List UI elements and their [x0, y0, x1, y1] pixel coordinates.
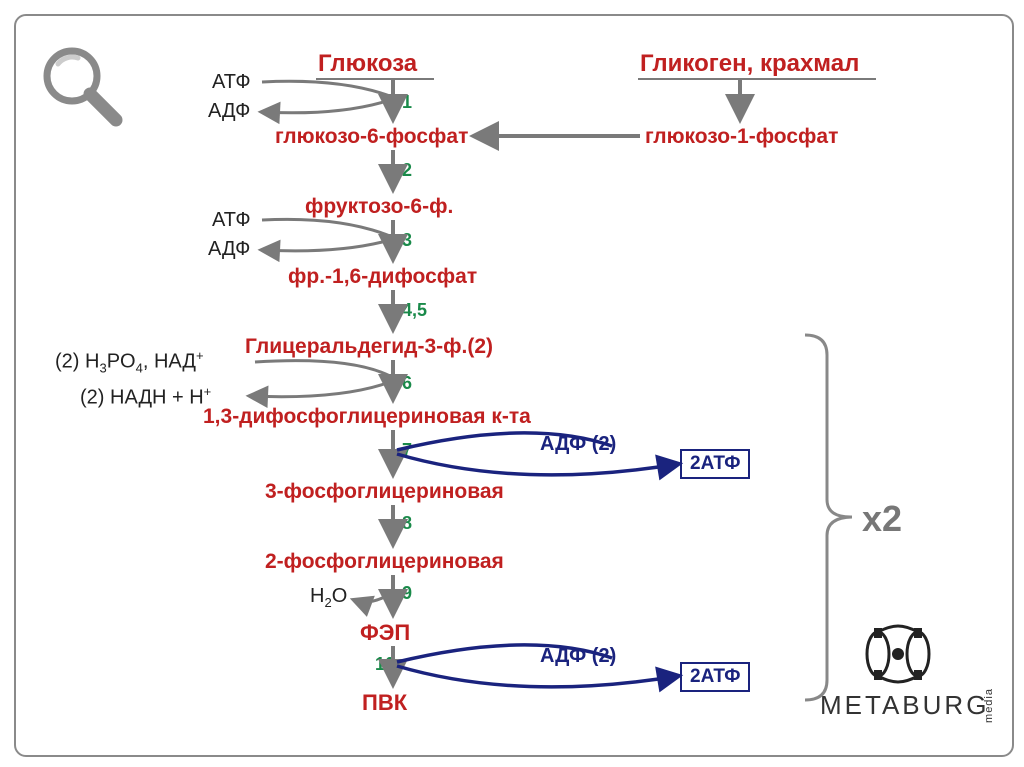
metabolite-g6p: глюкозо-6-фосфат	[275, 125, 468, 149]
step-9: 9	[402, 583, 412, 604]
step-8: 8	[402, 513, 412, 534]
atpbox2: 2АТФ	[680, 662, 750, 692]
metabolite-glycogen: Гликоген, крахмал	[640, 50, 859, 78]
metabolite-ga3p: Глицеральдегид-3-ф.(2)	[245, 335, 493, 359]
metabolite-bpg: 1,3-дифосфоглицериновая к-та	[203, 405, 531, 429]
metabolite-g1p: глюкозо-1-фосфат	[645, 125, 838, 149]
cofactor-adp1: АДФ	[208, 100, 250, 123]
cofactor-nad_in: (2) H3PO4, НАД+	[55, 348, 204, 376]
step-7: 7	[402, 440, 412, 461]
metabolite-f6p: фруктозо-6-ф.	[305, 195, 453, 219]
step-2: 2	[402, 160, 412, 181]
metabolite-pg3: 3-фосфоглицериновая	[265, 480, 504, 504]
step-3: 3	[402, 230, 412, 251]
cofactor-atp1: АТФ	[212, 71, 251, 94]
metabolite-pep: ФЭП	[360, 620, 410, 646]
step-4-5: 4,5	[402, 300, 427, 321]
cofactor-adp2: АДФ	[208, 238, 250, 261]
step-6: 6	[402, 373, 412, 394]
metabolite-f16bp: фр.-1,6-дифосфат	[288, 265, 477, 289]
x2-multiplier: x2	[862, 498, 902, 540]
cofactor-adp4: АДФ (2)	[540, 645, 616, 668]
cofactor-atp2: АТФ	[212, 209, 251, 232]
cofactor-nadh_out: (2) НАДН + H+	[80, 384, 211, 410]
cofactor-adp3: АДФ (2)	[540, 433, 616, 456]
metabolite-pg2: 2-фосфоглицериновая	[265, 550, 504, 574]
step-10: 10	[375, 654, 395, 675]
atpbox1: 2АТФ	[680, 449, 750, 479]
step-1: 1	[402, 92, 412, 113]
metabolite-pyr: ПВК	[362, 690, 407, 716]
underline-glucose	[316, 78, 434, 80]
cofactor-h2o: H2O	[310, 585, 347, 610]
underline-glycogen	[638, 78, 876, 80]
brand-text: METABURGmedia	[820, 690, 989, 721]
metabolite-glucose: Глюкоза	[318, 50, 417, 78]
